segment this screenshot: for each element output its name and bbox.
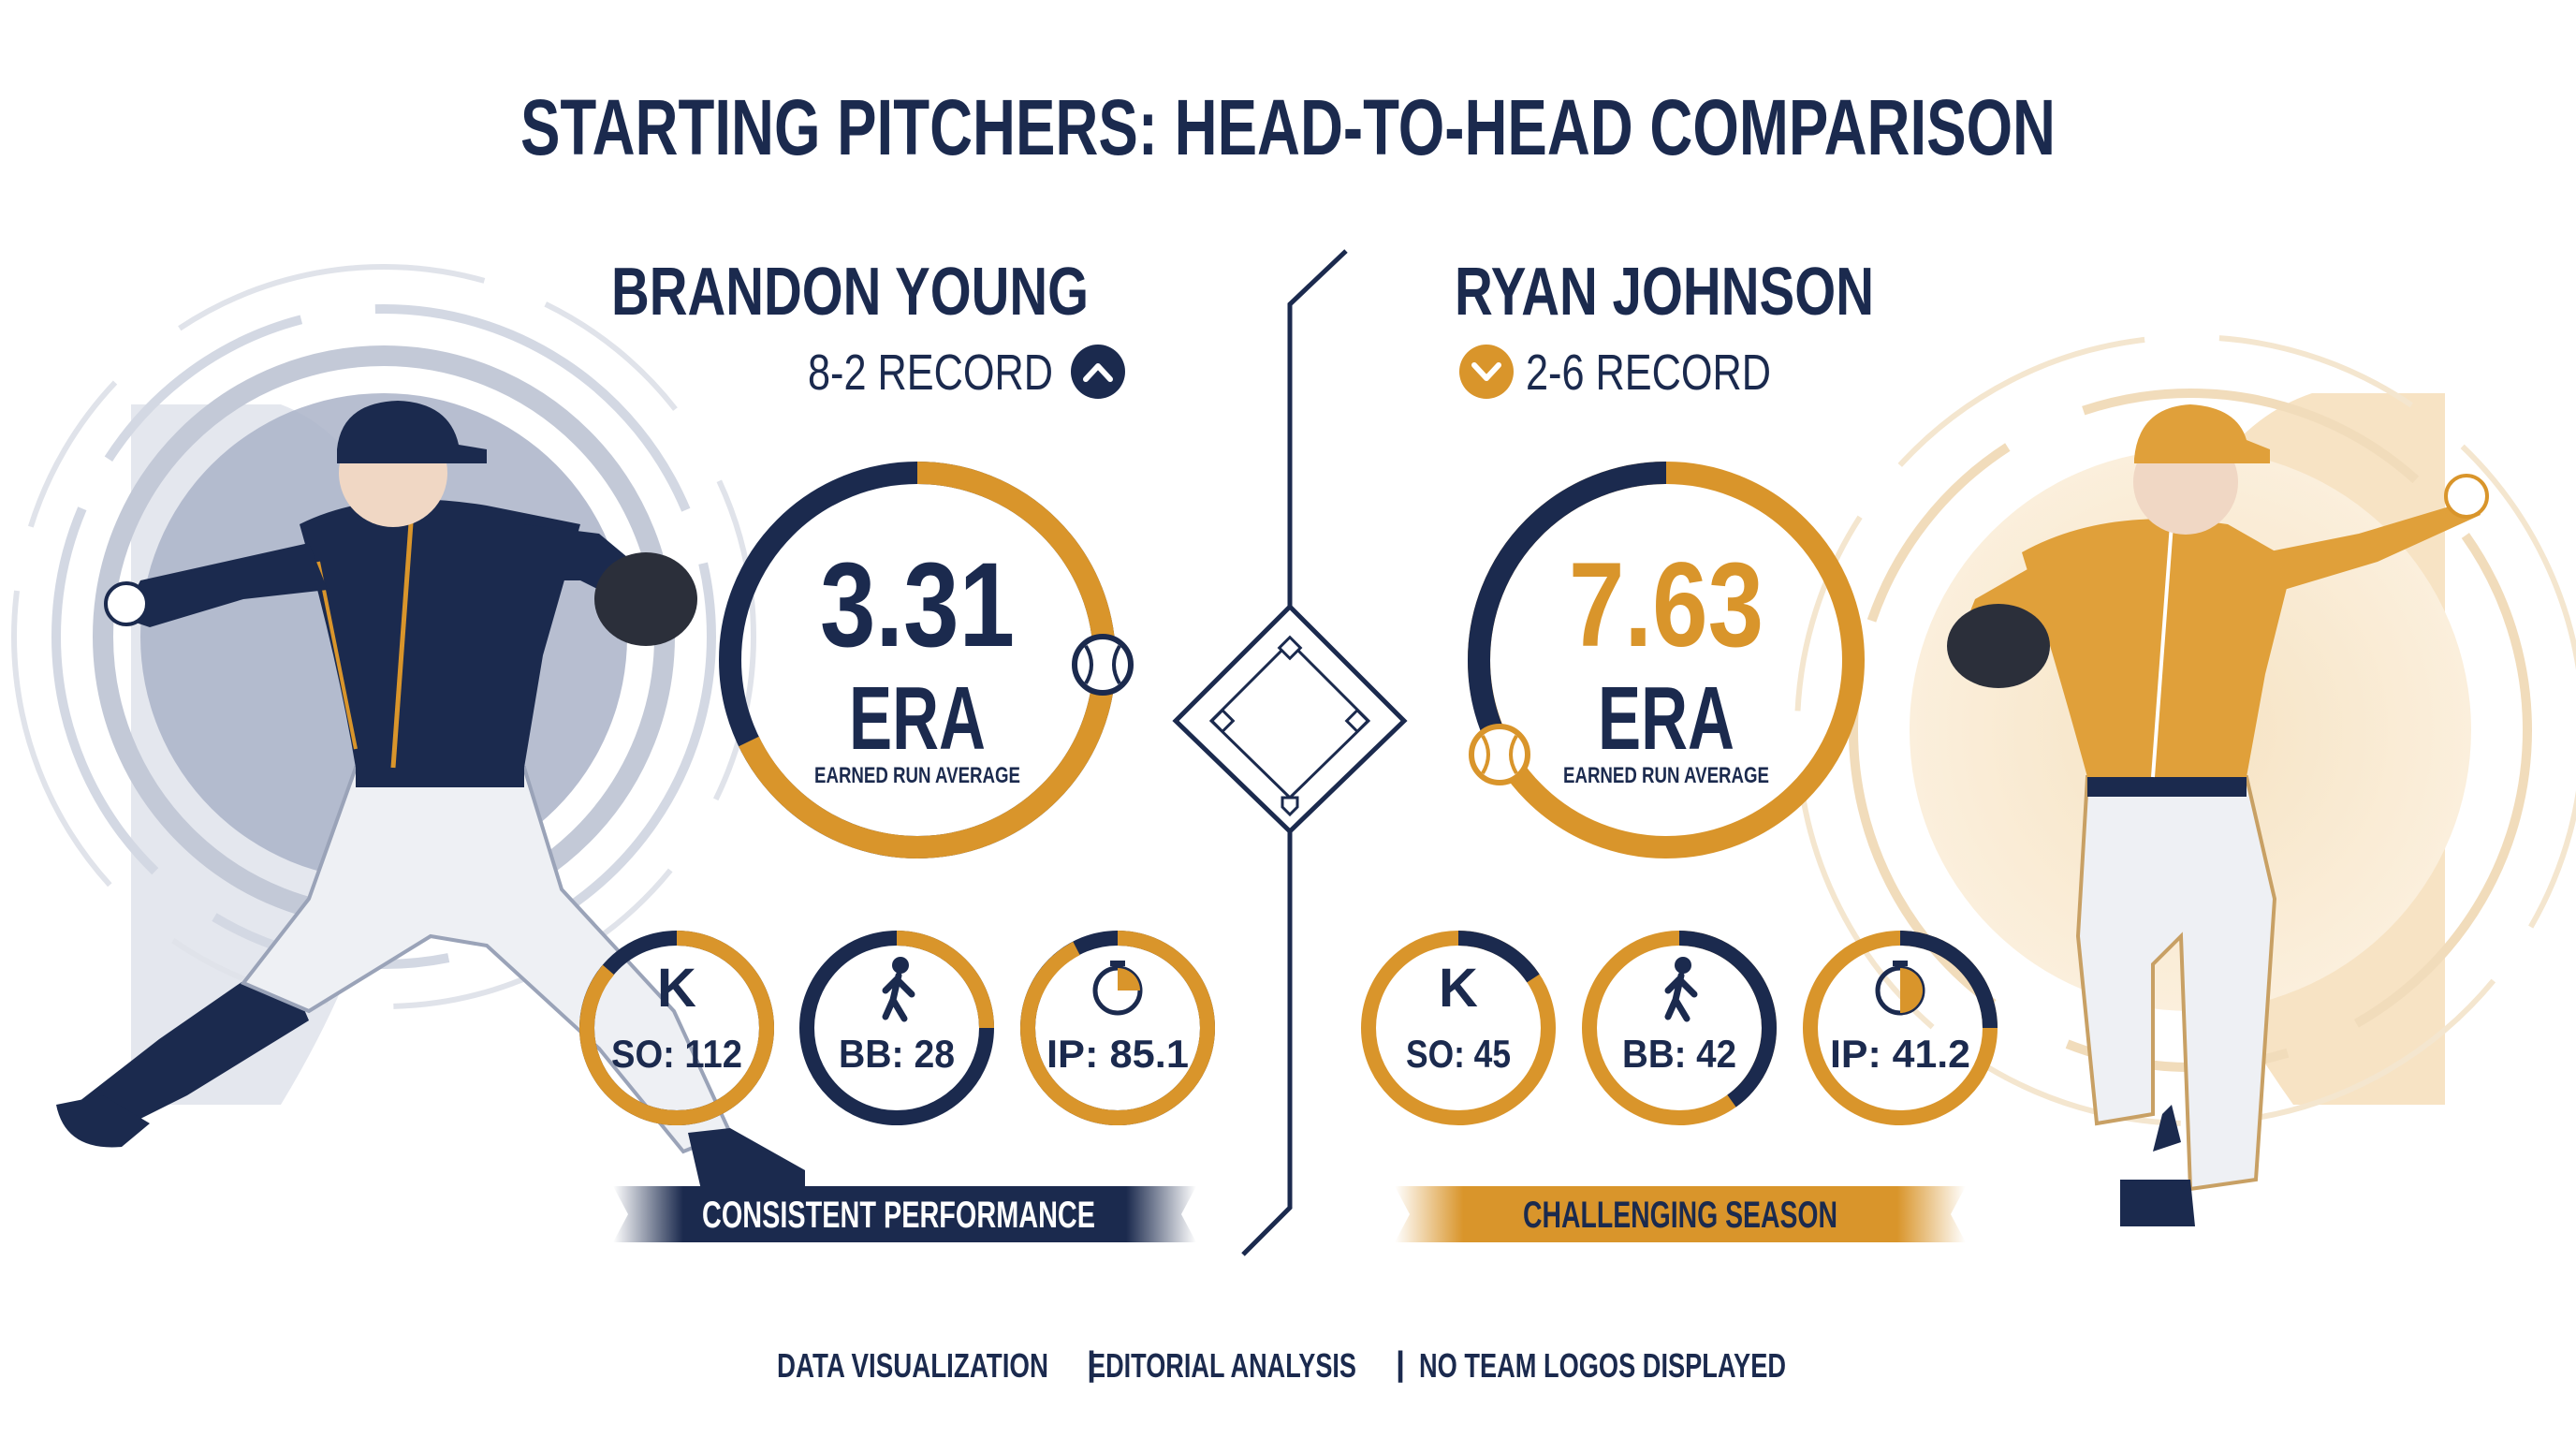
pitcher-illustration-navy <box>56 401 805 1194</box>
stopwatch-icon <box>1092 961 1143 1016</box>
stat-innings: IP: 85.1 <box>1019 931 1216 1126</box>
stat-label: IP: 85.1 <box>1046 1032 1189 1076</box>
era-value: 3.31 <box>820 538 1015 672</box>
stat-label: SO: 112 <box>611 1032 742 1076</box>
chevron-down-icon <box>1459 345 1514 399</box>
era-ring: 3.31 ERA EARNED RUN AVERAGE <box>719 462 1134 859</box>
stat-label: SO: 45 <box>1406 1032 1511 1076</box>
era-label: ERA <box>1598 668 1734 769</box>
stat-walks: BB: 42 <box>1582 931 1778 1125</box>
footer-separator: | <box>1087 1344 1096 1384</box>
center-divider <box>1172 249 1408 1256</box>
player-name: BRANDON YOUNG <box>611 255 1089 330</box>
stat-label: BB: 28 <box>839 1032 955 1076</box>
stat-walks: BB: 28 <box>799 931 994 1125</box>
strikeout-k-icon: K <box>657 958 696 1019</box>
banner-text: CHALLENGING SEASON <box>1523 1195 1837 1236</box>
page-title: STARTING PITCHERS: HEAD-TO-HEAD COMPARIS… <box>520 83 2056 171</box>
baseball-icon <box>1072 634 1134 696</box>
footer: DATA VISUALIZATION | EDITORIAL ANALYSIS … <box>777 1344 1786 1385</box>
player-panel-left: BRANDON YOUNG 8-2 RECORD 3.31 ERA EARNED… <box>578 255 1216 1242</box>
performance-banner: CONSISTENT PERFORMANCE <box>613 1186 1196 1242</box>
player-name: RYAN JOHNSON <box>1455 255 1874 330</box>
stat-label: IP: 41.2 <box>1830 1032 1970 1076</box>
player-record: 8-2 RECORD <box>808 345 1053 401</box>
walking-person-icon <box>1664 957 1698 1022</box>
stat-strikeouts: K SO: 112 <box>578 931 775 1126</box>
strikeout-k-icon: K <box>1439 958 1478 1019</box>
stopwatch-icon <box>1875 961 1925 1016</box>
svg-text:K: K <box>1439 958 1478 1019</box>
era-label: ERA <box>849 668 986 769</box>
stat-label: BB: 42 <box>1622 1032 1736 1076</box>
stat-innings: IP: 41.2 <box>1803 931 1998 1125</box>
player-panel-right: RYAN JOHNSON 2-6 RECORD 7.63 ERA EARNED … <box>1361 255 1998 1242</box>
baseball-diamond-icon <box>1172 603 1408 835</box>
performance-banner: CHALLENGING SEASON <box>1395 1186 1966 1242</box>
stat-strikeouts: K SO: 45 <box>1361 931 1556 1125</box>
footer-item-no-team-logos: NO TEAM LOGOS DISPLAYED <box>1419 1346 1786 1385</box>
footer-item-editorial-analysis: EDITORIAL ANALYSIS <box>1089 1346 1356 1385</box>
baseball-icon <box>1469 724 1530 785</box>
player-record: 2-6 RECORD <box>1526 345 1771 401</box>
era-value: 7.63 <box>1569 538 1764 672</box>
era-ring: 7.63 ERA EARNED RUN AVERAGE <box>1467 462 1865 858</box>
chevron-up-icon <box>1071 345 1125 399</box>
banner-text: CONSISTENT PERFORMANCE <box>702 1195 1095 1236</box>
footer-item-data-visualization: DATA VISUALIZATION <box>777 1346 1048 1385</box>
svg-text:K: K <box>657 958 696 1019</box>
walking-person-icon <box>882 957 915 1022</box>
pitcher-illustration-gold <box>1947 404 2489 1226</box>
footer-separator: | <box>1396 1344 1405 1384</box>
era-caption: EARNED RUN AVERAGE <box>1563 763 1769 788</box>
era-caption: EARNED RUN AVERAGE <box>814 763 1020 788</box>
